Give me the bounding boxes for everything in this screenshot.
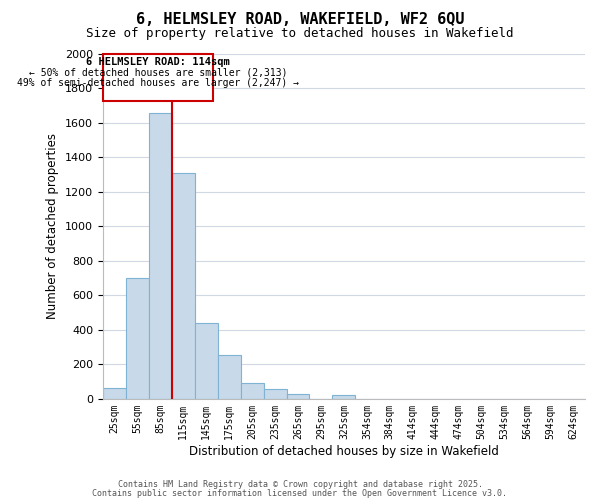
Text: 49% of semi-detached houses are larger (2,247) →: 49% of semi-detached houses are larger (…	[17, 78, 299, 88]
FancyBboxPatch shape	[103, 54, 213, 100]
Bar	[218, 355, 241, 399]
Bar	[194, 323, 218, 399]
Text: Contains HM Land Registry data © Crown copyright and database right 2025.: Contains HM Land Registry data © Crown c…	[118, 480, 482, 489]
Bar	[263, 390, 287, 399]
Bar	[149, 112, 172, 399]
Text: Contains public sector information licensed under the Open Government Licence v3: Contains public sector information licen…	[92, 488, 508, 498]
Text: 6, HELMSLEY ROAD, WAKEFIELD, WF2 6QU: 6, HELMSLEY ROAD, WAKEFIELD, WF2 6QU	[136, 12, 464, 28]
Y-axis label: Number of detached properties: Number of detached properties	[46, 134, 59, 320]
X-axis label: Distribution of detached houses by size in Wakefield: Distribution of detached houses by size …	[189, 444, 499, 458]
Bar	[287, 394, 310, 399]
Bar	[241, 384, 263, 399]
Bar	[126, 278, 149, 399]
Text: ← 50% of detached houses are smaller (2,313): ← 50% of detached houses are smaller (2,…	[29, 68, 287, 78]
Bar	[172, 173, 194, 399]
Bar	[332, 394, 355, 399]
Text: Size of property relative to detached houses in Wakefield: Size of property relative to detached ho…	[86, 28, 514, 40]
Bar	[103, 388, 126, 399]
Text: 6 HELMSLEY ROAD: 114sqm: 6 HELMSLEY ROAD: 114sqm	[86, 58, 230, 68]
